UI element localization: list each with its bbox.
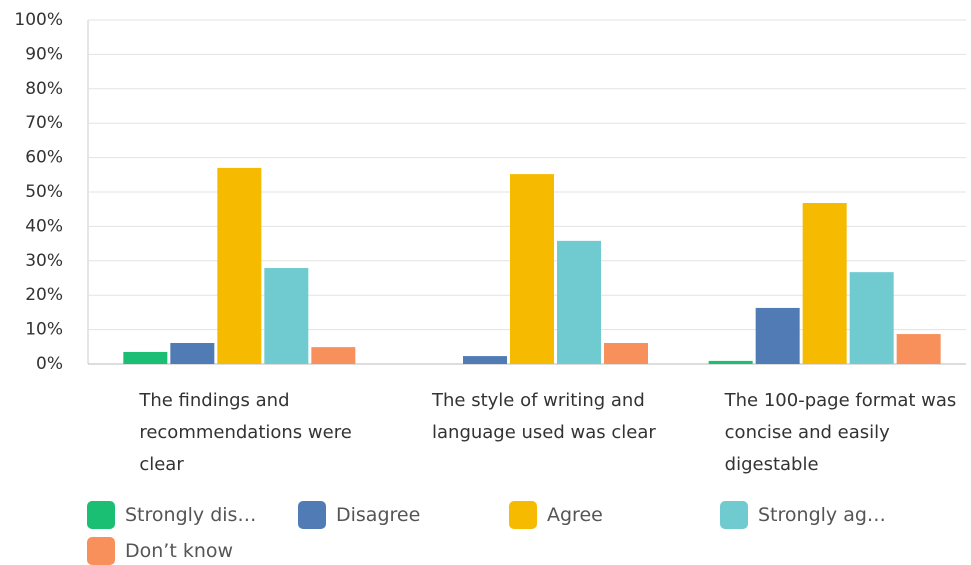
legend-swatch bbox=[298, 501, 326, 529]
legend-item: Strongly dis… bbox=[87, 500, 256, 530]
bar bbox=[463, 356, 507, 364]
bar bbox=[755, 307, 800, 364]
y-tick-label: 20% bbox=[25, 285, 63, 305]
y-tick-label: 10% bbox=[25, 320, 63, 340]
legend-item: Don’t know bbox=[87, 536, 233, 565]
legend-swatch bbox=[87, 537, 115, 565]
legend-swatch bbox=[720, 501, 748, 529]
legend-swatch bbox=[87, 501, 115, 529]
x-tick-label: The 100-page format was concise and easi… bbox=[724, 390, 957, 475]
y-tick-label: 40% bbox=[25, 216, 63, 236]
legend-item: Strongly ag… bbox=[720, 500, 886, 530]
bar bbox=[604, 343, 648, 364]
y-tick-label: 30% bbox=[25, 251, 63, 271]
legend-item: Agree bbox=[509, 500, 603, 530]
bar bbox=[802, 203, 847, 364]
legend-label: Strongly dis… bbox=[125, 504, 257, 526]
bar bbox=[896, 334, 941, 364]
legend-label: Agree bbox=[547, 504, 603, 526]
y-tick-label: 100% bbox=[14, 10, 63, 30]
chart: 0% 10% 20% 30% 40% 50% 60% 70% 80% 90% 100% bbox=[14, 10, 966, 374]
y-tick-label: 0% bbox=[36, 354, 63, 374]
y-tick-label: 50% bbox=[25, 182, 63, 202]
y-tick-label: 80% bbox=[25, 79, 63, 99]
bar bbox=[170, 343, 215, 364]
x-tick-label: The style of writing and language used w… bbox=[432, 390, 656, 443]
bar bbox=[264, 268, 309, 364]
bar bbox=[849, 272, 894, 364]
x-tick-label: The findings and recommendations were cl… bbox=[139, 390, 352, 475]
y-tick-label: 70% bbox=[25, 113, 63, 133]
legend-label: Don’t know bbox=[125, 540, 234, 562]
bar bbox=[708, 360, 753, 364]
bar bbox=[123, 351, 168, 364]
legend-swatch bbox=[509, 501, 537, 529]
legend-label: Disagree bbox=[336, 504, 421, 526]
bar bbox=[311, 347, 356, 364]
legend-label: Strongly ag… bbox=[758, 504, 886, 526]
y-tick-label: 90% bbox=[25, 44, 63, 64]
bar bbox=[217, 167, 262, 364]
bar bbox=[510, 174, 554, 364]
bar bbox=[557, 240, 601, 364]
legend-item: Disagree bbox=[298, 500, 420, 530]
y-tick-label: 60% bbox=[25, 148, 63, 168]
